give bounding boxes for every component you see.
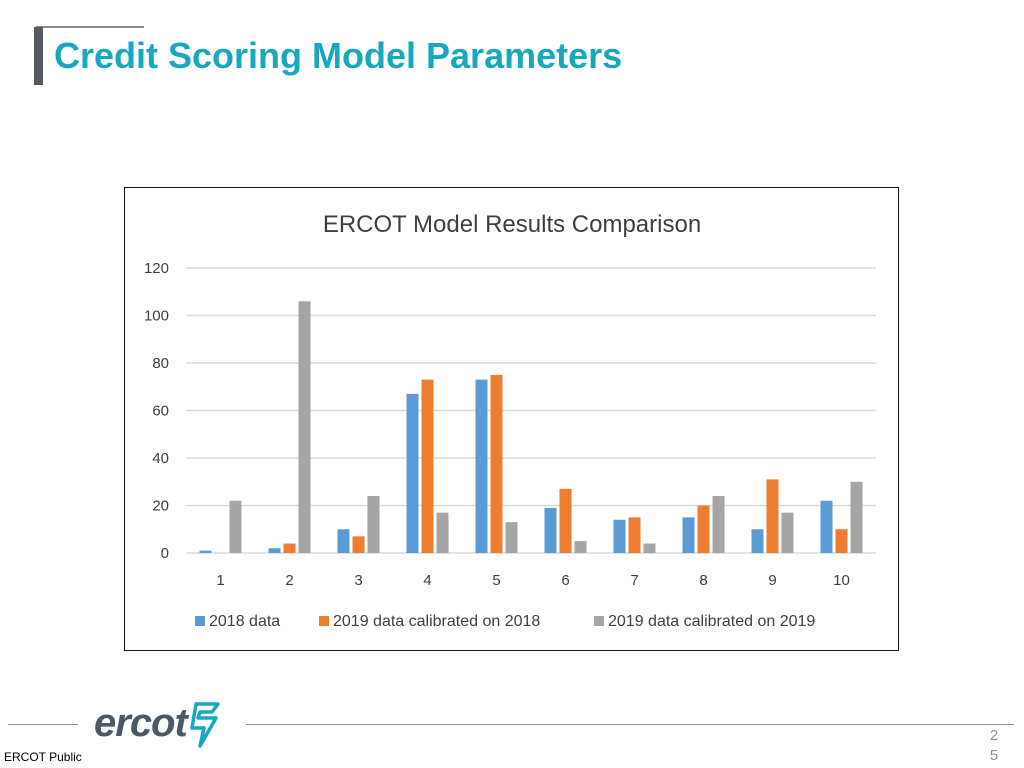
bar xyxy=(268,548,281,553)
y-tick-label: 40 xyxy=(152,450,169,467)
bar xyxy=(628,517,641,553)
y-tick-label: 80 xyxy=(152,355,169,372)
footer-divider-left xyxy=(8,724,78,725)
legend-swatch xyxy=(195,616,205,626)
bar-chart: ERCOT Model Results Comparison 020406080… xyxy=(144,211,876,630)
y-tick-label: 20 xyxy=(152,498,169,515)
legend-swatch xyxy=(594,616,604,626)
x-tick-label: 10 xyxy=(833,572,850,589)
footer-divider-right xyxy=(246,724,1014,725)
legend-label: 2018 data xyxy=(209,613,280,630)
bar xyxy=(712,496,725,553)
x-tick-label: 8 xyxy=(699,572,707,589)
bar xyxy=(475,379,488,553)
bar xyxy=(490,374,503,553)
page-number-digit-2: 5 xyxy=(989,747,999,764)
bar xyxy=(697,505,710,553)
bar xyxy=(505,522,518,553)
bar xyxy=(820,500,833,553)
bar xyxy=(643,543,656,553)
legend-label: 2019 data calibrated on 2018 xyxy=(333,613,540,630)
bar xyxy=(421,379,434,553)
ercot-logo: ercot xyxy=(94,700,234,752)
page-number: 2 5 xyxy=(980,726,1008,766)
bar xyxy=(436,512,449,553)
bar xyxy=(559,488,572,553)
y-tick-label: 100 xyxy=(144,308,169,325)
bar xyxy=(229,500,242,553)
y-axis-ticks: 0 20 40 60 80 100 120 xyxy=(144,260,169,562)
bar xyxy=(766,479,779,553)
legend-label: 2019 data calibrated on 2019 xyxy=(608,613,815,630)
footer-classification: ERCOT Public xyxy=(4,750,82,764)
chart-frame: ERCOT Model Results Comparison 0 20 40 60 80… xyxy=(124,187,899,651)
x-axis-ticks: 1 2 3 4 5 6 7 8 9 10 xyxy=(216,572,850,589)
x-tick-label: 1 xyxy=(216,572,224,589)
x-tick-label: 6 xyxy=(561,572,569,589)
bar xyxy=(352,536,365,553)
bar xyxy=(298,301,311,553)
bar xyxy=(367,496,380,553)
y-tick-label: 0 xyxy=(161,545,169,562)
x-tick-label: 2 xyxy=(285,572,293,589)
title-accent-bar xyxy=(34,27,43,85)
chart-title: ERCOT Model Results Comparison xyxy=(323,211,701,238)
title-rule xyxy=(36,26,144,28)
bar xyxy=(199,550,212,553)
bar xyxy=(337,529,350,553)
y-tick-label: 60 xyxy=(152,403,169,420)
x-tick-label: 3 xyxy=(354,572,362,589)
legend: 2018 data 2019 data calibrated on 2018 201… xyxy=(195,613,815,630)
x-tick-label: 9 xyxy=(768,572,776,589)
bar xyxy=(613,519,626,553)
bars xyxy=(199,301,863,553)
logo-wordmark: ercot xyxy=(94,701,188,745)
bar xyxy=(835,529,848,553)
page-number-digit-1: 2 xyxy=(989,727,999,744)
bar xyxy=(850,481,863,553)
bar xyxy=(682,517,695,553)
y-tick-label: 120 xyxy=(144,260,169,277)
bar xyxy=(781,512,794,553)
bar xyxy=(574,541,587,553)
x-tick-label: 4 xyxy=(423,572,431,589)
ercot-bolt-icon xyxy=(190,702,220,748)
legend-swatch xyxy=(319,616,329,626)
bar xyxy=(544,507,557,553)
x-tick-label: 7 xyxy=(630,572,638,589)
x-tick-label: 5 xyxy=(492,572,500,589)
bar xyxy=(751,529,764,553)
bar xyxy=(283,543,296,553)
slide-title: Credit Scoring Model Parameters xyxy=(54,35,623,76)
bar xyxy=(406,393,419,553)
